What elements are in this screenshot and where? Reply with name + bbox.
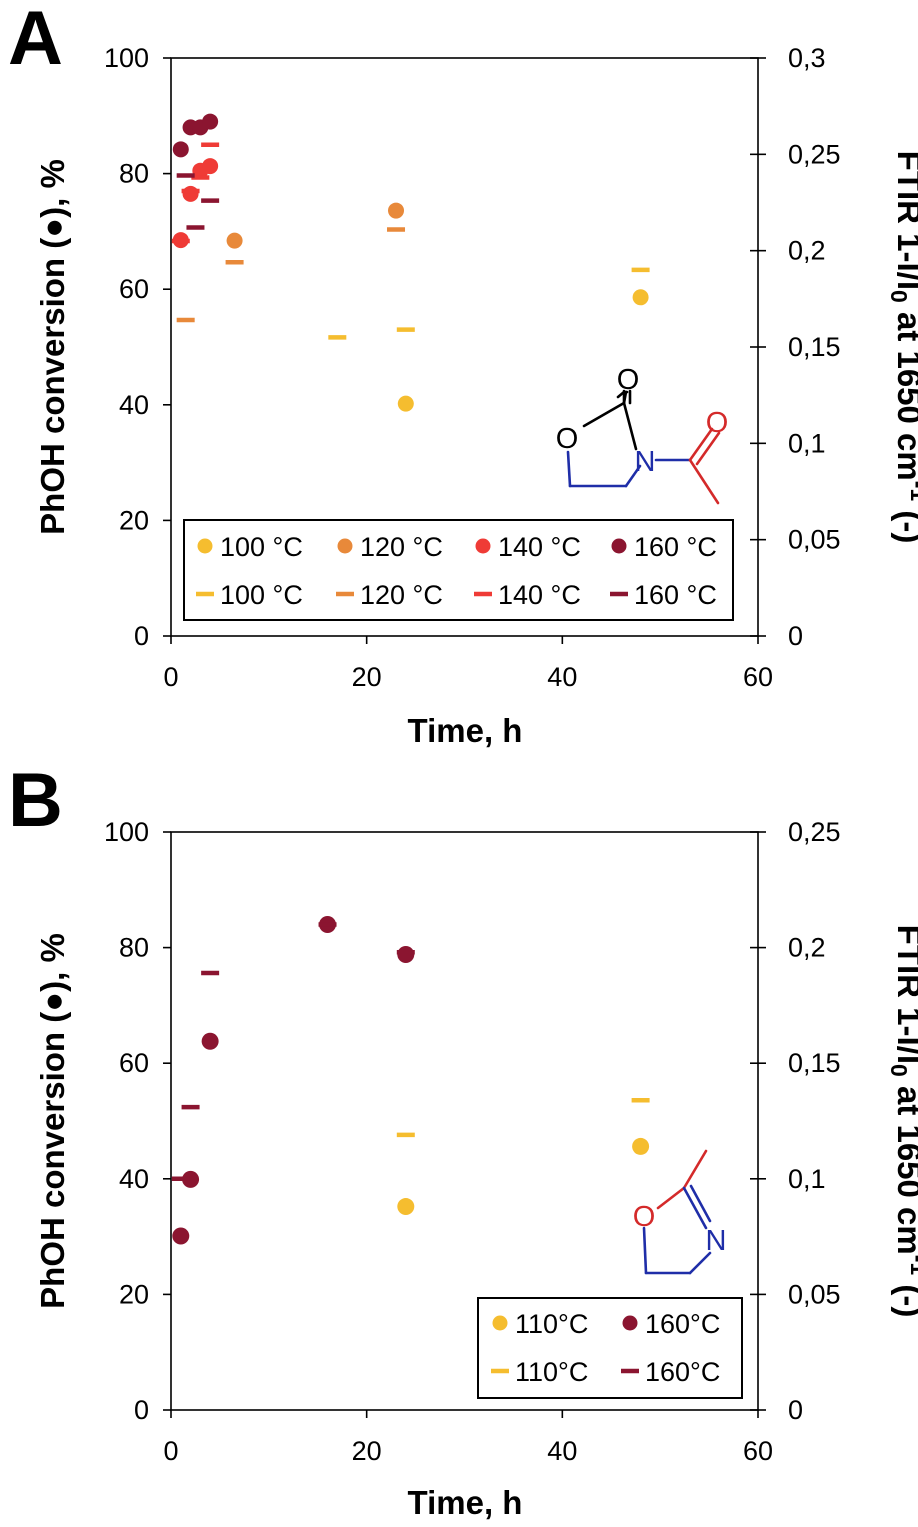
legend-label: 110°C [515,1309,588,1339]
conversion-point-140c [182,185,199,202]
panel-b-legend-entries: 110°C 160°C 110°C 160°C [491,1309,720,1387]
legend-label: 120 °C [360,580,443,610]
legend-label: 160°C [645,1357,720,1387]
y2-tick-label: 0,25 [788,817,841,847]
conversion-point-120c [226,232,243,249]
y2-tick-label: 0,1 [788,428,826,458]
panel-b-plot-frame [170,831,759,1411]
y-tick-label: 20 [119,505,149,535]
conversion-point-140c [202,158,219,175]
panel-b-y-axis-title: PhOH conversion (●), % [34,933,71,1309]
panel-a-letter: A [8,0,63,81]
svg-text:O: O [633,1201,656,1233]
panel-a-legend-entries: 100 °C 120 °C 140 °C 160 °C 100 °C 120 °C 140 … [196,532,717,610]
legend-label: 160 °C [634,580,717,610]
panel-a-legend: 100 °C 120 °C 140 °C 160 °C 100 °C 120 °C 140 … [183,519,734,621]
y2-tick-label: 0,2 [788,236,826,266]
svg-text:O: O [706,407,729,439]
panel-b-letter: B [8,758,63,843]
panel-b-molecule-methyl-oxazoline: O N [633,1149,727,1275]
conversion-point-100c [397,395,414,412]
panel-b-y2-axis-title: FTIR 1-I/I0 at 1650 cm-1 (-) [886,925,918,1318]
panel-a-molecule-n-acetyl-oxazolidinone: O O N O [556,364,729,505]
conversion-point-160c [397,946,415,964]
legend-circle-marker [337,538,353,554]
y-tick-label: 20 [119,1279,149,1309]
conversion-point-110c [397,1198,415,1216]
legend-circle-marker [611,538,627,554]
legend-circle-marker [197,538,213,554]
svg-text:N: N [635,446,656,478]
x-tick-label: 0 [163,662,178,692]
svg-text:N: N [706,1225,727,1257]
legend-label: 110°C [515,1357,588,1387]
panel-a-y2-axis-title: FTIR 1-I/I0 at 1650 cm-1 (-) [886,151,918,544]
panel-a-legend-box [183,519,734,621]
svg-text:O: O [556,423,579,455]
panel-b-x-axis-title: Time, h [408,1484,523,1521]
y2-tick-label: 0,05 [788,1279,841,1309]
legend-label: 160 °C [634,532,717,562]
x-tick-label: 60 [743,662,773,692]
y-tick-label: 80 [119,159,149,189]
panel-b-legend-box [477,1297,743,1399]
x-tick-label: 40 [547,1436,577,1466]
y2-tick-label: 0,15 [788,332,841,362]
y2-tick-label: 0 [788,621,803,651]
y-tick-label: 60 [119,1048,149,1078]
x-tick-label: 60 [743,1436,773,1466]
y-tick-label: 40 [119,1164,149,1194]
y-tick-label: 0 [134,1395,149,1425]
legend-label: 120 °C [360,532,443,562]
conversion-point-120c [388,202,405,219]
y2-tick-label: 0,15 [788,1048,841,1078]
conversion-point-160c [172,1227,190,1245]
y2-tick-label: 0,3 [788,43,826,73]
legend-label: 100 °C [220,532,303,562]
y2-tick-label: 0,25 [788,139,841,169]
y-tick-label: 40 [119,390,149,420]
legend-circle-marker [622,1315,638,1331]
y2-tick-label: 0,2 [788,933,826,963]
panel-a-x-axis-title: Time, h [408,712,523,749]
svg-text:O: O [617,364,640,396]
conversion-point-160c [182,1170,200,1188]
legend-label: 100 °C [220,580,303,610]
y-tick-label: 100 [104,817,149,847]
x-tick-label: 20 [352,1436,382,1466]
conversion-point-100c [632,289,649,306]
panel-b-data-marks [171,915,650,1245]
x-tick-label: 40 [547,662,577,692]
y2-tick-label: 0,05 [788,525,841,555]
panel-b-legend: 110°C 160°C 110°C 160°C [477,1297,743,1399]
conversion-point-110c [632,1137,650,1155]
legend-label: 160°C [645,1309,720,1339]
conversion-point-160c [202,113,219,130]
legend-label: 140 °C [498,580,581,610]
x-tick-label: 20 [352,662,382,692]
legend-label: 140 °C [498,532,581,562]
legend-circle-marker [475,538,491,554]
panel-b-axes: 0 20 40 60 0 20 40 60 80 100 0 0,05 0,1 0,15 0,2 0,25 [104,817,841,1466]
panel-a: A 0 20 40 60 0 20 40 60 80 100 0 0,05 0,1 0,15 0,2 0,25… [8,0,918,749]
y2-tick-label: 0,1 [788,1164,826,1194]
legend-circle-marker [492,1315,508,1331]
panel-a-y-axis-title: PhOH conversion (●), % [34,159,71,535]
panel-b: B 0 20 40 60 0 20 40 60 80 100 0 0,05 0,1 0,15 0,2 0,25… [8,758,918,1521]
x-tick-label: 0 [163,1436,178,1466]
conversion-point-160c [172,141,189,158]
panel-a-axes: 0 20 40 60 0 20 40 60 80 100 0 0,05 0,1 0,15 0,2 0,25 0,… [104,43,841,692]
y-tick-label: 0 [134,621,149,651]
y-tick-label: 100 [104,43,149,73]
y2-tick-label: 0 [788,1395,803,1425]
y-tick-label: 60 [119,274,149,304]
panel-a-data-marks [171,113,650,412]
conversion-point-160c [201,1032,219,1050]
y-tick-label: 80 [119,933,149,963]
